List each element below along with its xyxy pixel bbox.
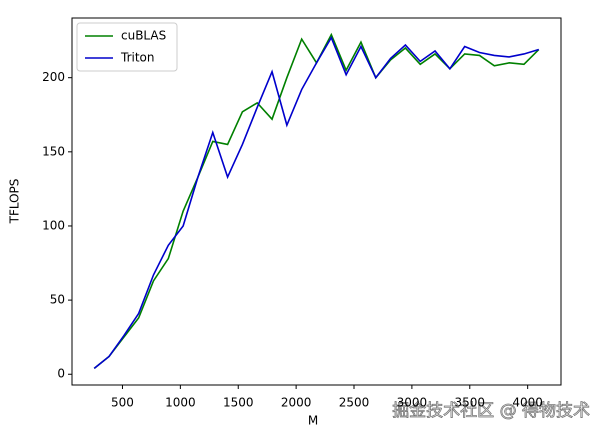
legend-box — [76, 22, 178, 72]
legend-label: cuBLAS — [121, 29, 166, 43]
x-tick-label: 1000 — [165, 396, 196, 410]
x-tick-label: 4000 — [512, 396, 543, 410]
x-axis-label: M — [308, 414, 318, 428]
x-tick-label: 1500 — [223, 396, 254, 410]
x-tick-label: 3500 — [455, 396, 486, 410]
plot-frame — [71, 17, 562, 386]
y-tick-label: 50 — [50, 293, 65, 307]
x-tick-label: 2500 — [339, 396, 370, 410]
y-tick-label: 150 — [42, 144, 65, 158]
legend-label: Triton — [120, 51, 155, 65]
series-line — [93, 32, 540, 369]
series-line — [93, 35, 540, 369]
y-tick-label: 200 — [42, 70, 65, 84]
y-tick-label: 100 — [42, 218, 65, 232]
y-axis-label: TFLOPS — [8, 179, 22, 225]
x-tick-label: 2000 — [281, 396, 312, 410]
y-tick-label: 0 — [57, 367, 65, 381]
watermark: 掘金技术社区 @ 得物技术 — [392, 401, 590, 421]
x-tick-label: 500 — [111, 396, 134, 410]
x-tick-label: 3000 — [397, 396, 428, 410]
